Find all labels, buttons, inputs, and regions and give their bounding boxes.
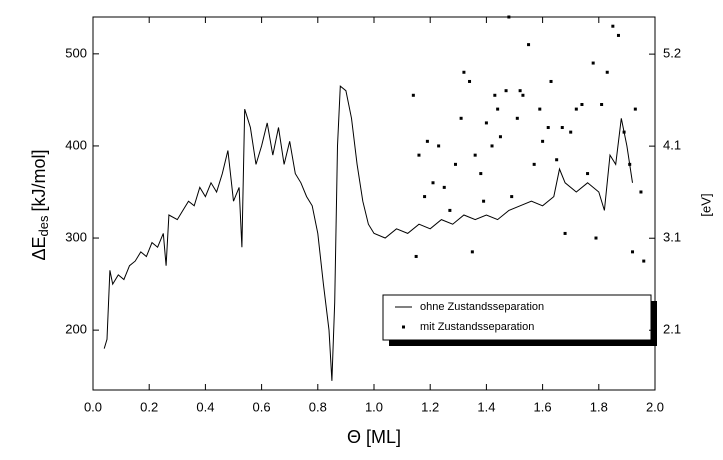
data-point — [484, 121, 488, 125]
data-point — [549, 79, 553, 83]
data-point — [574, 107, 578, 111]
data-point — [479, 172, 483, 176]
data-point — [417, 153, 421, 157]
x-axis-label: Θ [ML] — [347, 427, 401, 447]
y2-tick-label: 3.1 — [663, 230, 681, 245]
data-line — [103, 85, 633, 381]
x-tick-label: 2.0 — [646, 399, 664, 414]
y-tick-label: 500 — [65, 45, 87, 60]
data-point — [448, 208, 452, 212]
y-tick-label: 300 — [65, 229, 87, 244]
data-point — [591, 61, 595, 65]
x-tick-label: 1.2 — [421, 399, 439, 414]
x-tick-label: 0.4 — [196, 399, 214, 414]
legend-swatch — [402, 325, 405, 329]
data-point — [541, 139, 545, 143]
x-tick-label: 0.8 — [309, 399, 327, 414]
data-point — [631, 250, 635, 254]
data-point — [515, 116, 519, 120]
y-tick-label: 200 — [65, 322, 87, 337]
data-point — [555, 158, 559, 162]
legend-label: mit Zustandsseparation — [420, 321, 534, 333]
data-point — [532, 162, 536, 166]
data-point — [437, 144, 441, 148]
data-point — [482, 199, 486, 203]
data-point — [498, 135, 502, 139]
data-point — [507, 15, 511, 19]
data-point — [616, 33, 620, 37]
data-point — [496, 107, 500, 111]
x-tick-label: 1.0 — [365, 399, 383, 414]
data-point — [490, 144, 494, 148]
x-tick-label: 0.2 — [140, 399, 158, 414]
data-point — [453, 162, 457, 166]
x-tick-label: 1.8 — [590, 399, 608, 414]
data-point — [580, 102, 584, 106]
data-point — [442, 185, 446, 189]
data-point — [462, 70, 466, 74]
data-point — [611, 24, 615, 28]
data-point — [423, 195, 427, 199]
legend-box — [382, 294, 652, 341]
data-point — [411, 93, 415, 97]
data-point — [605, 70, 609, 74]
data-point — [639, 190, 643, 194]
data-point — [521, 93, 525, 97]
data-point — [431, 181, 435, 185]
data-point — [642, 259, 646, 263]
x-tick-label: 0.6 — [253, 399, 271, 414]
data-point — [493, 93, 497, 97]
y-label-sub: des — [36, 215, 51, 236]
y2-axis-label: [eV] — [698, 193, 713, 216]
data-point — [414, 254, 418, 258]
data-point — [628, 162, 632, 166]
legend-label: ohne Zustandsseparation — [420, 301, 544, 313]
data-point — [459, 116, 463, 120]
data-point — [527, 43, 531, 47]
data-point — [594, 236, 598, 240]
y2-tick-label: 2.1 — [663, 322, 681, 337]
data-point — [504, 89, 508, 93]
x-tick-label: 1.6 — [534, 399, 552, 414]
y-label-main: ΔE — [29, 236, 49, 260]
data-point — [473, 153, 477, 157]
data-point — [586, 172, 590, 176]
data-point — [538, 107, 542, 111]
data-point — [518, 89, 522, 93]
data-point — [468, 79, 472, 83]
data-point — [622, 130, 626, 134]
data-point — [510, 195, 514, 199]
data-point — [569, 130, 573, 134]
x-tick-label: 1.4 — [477, 399, 495, 414]
data-point — [546, 126, 550, 130]
data-point — [600, 102, 604, 106]
x-tick-label: 0.0 — [84, 399, 102, 414]
data-point — [560, 126, 564, 130]
data-point — [563, 231, 567, 235]
y-label-unit: [kJ/mol] — [29, 149, 49, 211]
data-point — [425, 139, 429, 143]
data-point — [633, 107, 637, 111]
y-axis-label: ΔEdes [kJ/mol] — [29, 149, 52, 260]
data-point — [470, 250, 474, 254]
y2-tick-label: 4.1 — [663, 138, 681, 153]
y-tick-label: 400 — [65, 137, 87, 152]
y2-tick-label: 5.2 — [663, 46, 681, 61]
